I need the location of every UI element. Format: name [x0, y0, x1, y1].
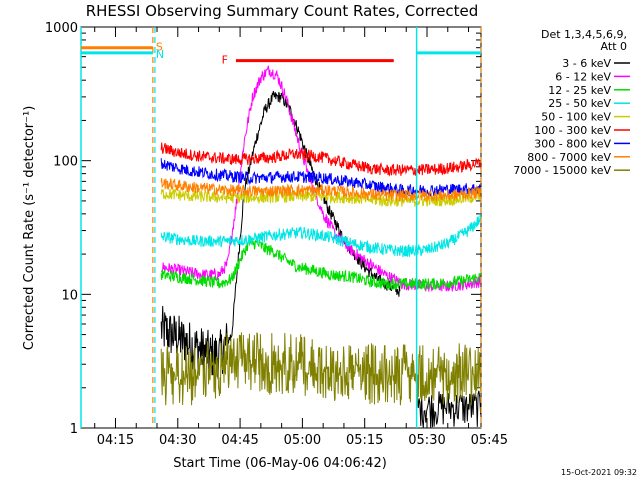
x-tick-label: 04:15 [97, 433, 134, 448]
legend-label: 25 - 50 keV [548, 97, 611, 110]
y-axis-label: Corrected Count Rate (s⁻¹ detector⁻¹) [22, 106, 37, 351]
x-tick-label: 05:15 [346, 433, 383, 448]
x-tick-label: 05:30 [408, 433, 445, 448]
series-line-5 [160, 142, 482, 177]
legend-header: Det 1,3,4,5,6,9, [541, 28, 627, 41]
series-line-7 [160, 177, 482, 203]
y-tick-label: 1000 [45, 21, 78, 36]
legend-label: 100 - 300 keV [534, 124, 611, 137]
flag-label-f: F [222, 54, 228, 67]
flag-label-s: S [156, 41, 163, 54]
legend-label: 800 - 7000 keV [527, 151, 611, 164]
series-line-0-tail [416, 390, 482, 428]
y-tick-label: 10 [61, 288, 78, 303]
plot-timestamp: 15-Oct-2021 09:32 [561, 468, 637, 477]
x-tick-label: 05:00 [284, 433, 321, 448]
x-tick-label: 04:30 [159, 433, 196, 448]
series-line-3 [160, 213, 482, 258]
legend-label: 12 - 25 keV [548, 84, 611, 97]
data-series [160, 65, 482, 428]
series-line-2 [160, 237, 482, 291]
y-tick-label: 100 [53, 155, 78, 170]
x-axis-label: Start Time (06-May-06 04:06:42) [173, 456, 387, 471]
legend-header: Att 0 [601, 40, 627, 53]
axes: 1 10 100 1000 04:15 04:30 04:45 05:00 05:15 05:30… [45, 21, 508, 448]
legend-label: 300 - 800 keV [534, 137, 611, 150]
chart-title: RHESSI Observing Summary Count Rates, Co… [86, 2, 479, 20]
series-line-8 [160, 332, 482, 406]
x-tick-label: 05:45 [471, 433, 508, 448]
legend-label: 7000 - 15000 keV [513, 164, 611, 177]
legend-label: 6 - 12 keV [555, 70, 611, 83]
series-line-0 [160, 90, 401, 379]
series-line-6 [160, 158, 482, 197]
annotations: F SN [80, 27, 482, 428]
x-tick-label: 04:45 [221, 433, 258, 448]
y-tick-label: 1 [70, 422, 78, 437]
legend-label: 3 - 6 keV [562, 57, 611, 70]
flag-label-n: N [156, 48, 164, 61]
legend-label: 50 - 100 keV [541, 111, 611, 124]
